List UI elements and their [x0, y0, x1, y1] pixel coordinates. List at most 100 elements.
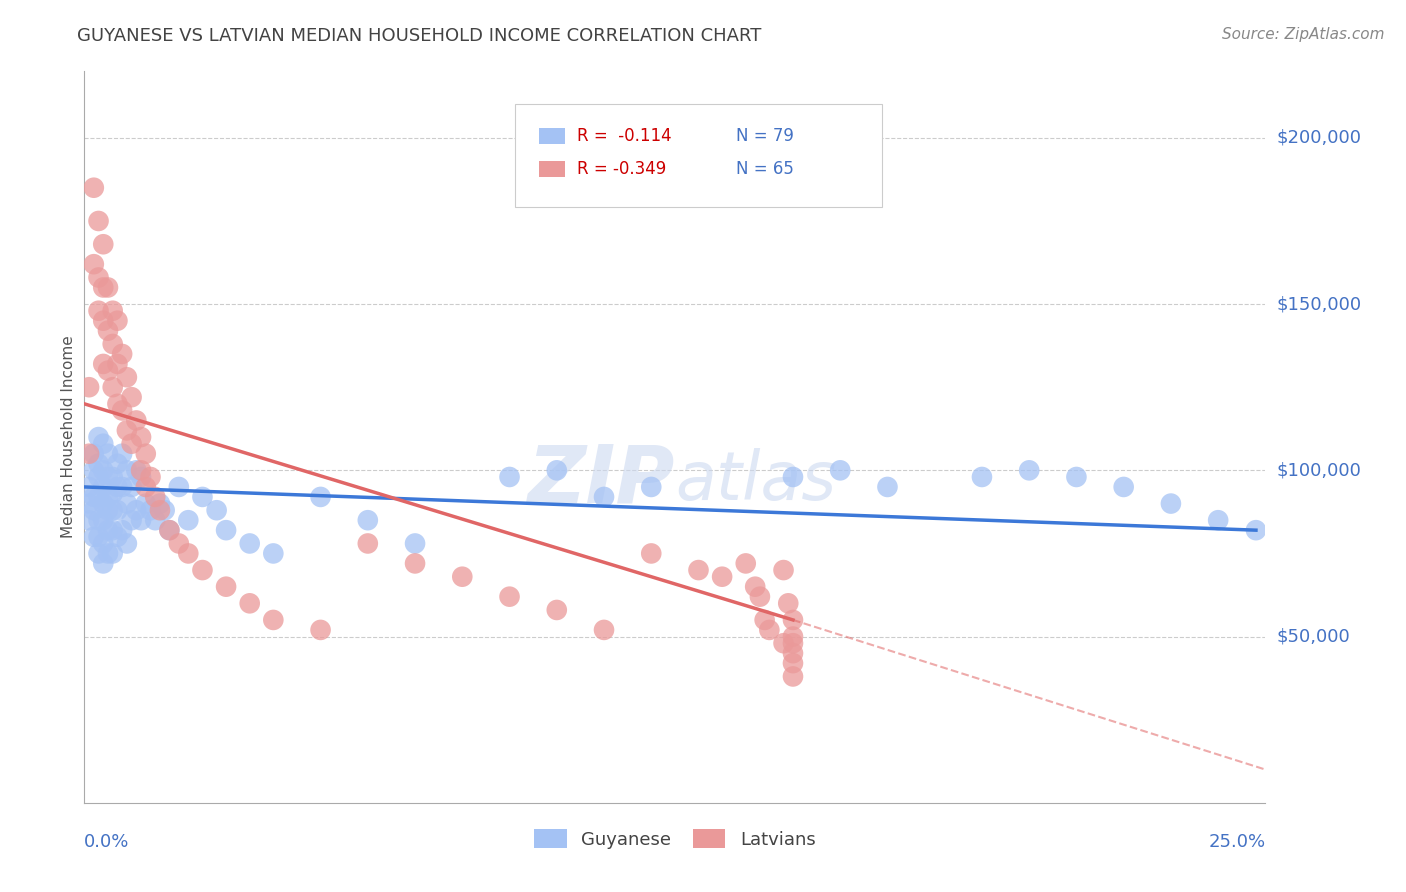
Point [167, 480, 190, 494]
Point [87, 530, 110, 544]
Point [77, 447, 100, 461]
Point [157, 523, 180, 537]
Point [782, 613, 804, 627]
Point [451, 570, 474, 584]
Point [1018, 463, 1040, 477]
Point [97, 523, 120, 537]
Point [101, 503, 124, 517]
Point [1066, 470, 1088, 484]
Point [97, 490, 120, 504]
Point [107, 503, 129, 517]
Text: R = -0.349: R = -0.349 [576, 160, 666, 178]
Point [121, 390, 143, 404]
Point [135, 480, 157, 494]
Y-axis label: Median Household Income: Median Household Income [60, 335, 76, 539]
Point [97, 470, 120, 484]
Text: $200,000: $200,000 [1277, 128, 1361, 147]
Point [782, 630, 804, 644]
Point [546, 603, 568, 617]
Point [107, 357, 129, 371]
Point [782, 636, 804, 650]
Point [107, 457, 129, 471]
Point [711, 570, 734, 584]
Point [143, 490, 166, 504]
Point [107, 314, 129, 328]
Point [83, 503, 105, 517]
Point [111, 480, 134, 494]
Text: $150,000: $150,000 [1277, 295, 1361, 313]
Point [782, 470, 804, 484]
Point [135, 447, 157, 461]
Point [91, 314, 114, 328]
Point [782, 669, 804, 683]
Point [87, 214, 110, 228]
Point [157, 523, 180, 537]
Point [97, 447, 120, 461]
Point [115, 536, 138, 550]
Point [1112, 480, 1135, 494]
Point [167, 536, 190, 550]
Point [129, 470, 152, 484]
Text: N = 79: N = 79 [737, 127, 794, 145]
Point [970, 470, 993, 484]
Point [101, 470, 124, 484]
Point [688, 563, 710, 577]
Point [91, 357, 114, 371]
Point [135, 497, 157, 511]
Point [191, 490, 214, 504]
Text: $50,000: $50,000 [1277, 628, 1350, 646]
Point [754, 613, 776, 627]
Point [357, 513, 380, 527]
Point [772, 636, 794, 650]
Point [498, 590, 520, 604]
Point [91, 463, 114, 477]
Point [87, 430, 110, 444]
Text: GUYANESE VS LATVIAN MEDIAN HOUSEHOLD INCOME CORRELATION CHART: GUYANESE VS LATVIAN MEDIAN HOUSEHOLD INC… [77, 27, 762, 45]
Point [101, 380, 124, 394]
Point [97, 503, 120, 517]
Point [139, 503, 162, 517]
Point [107, 397, 129, 411]
Text: R =  -0.114: R = -0.114 [576, 127, 672, 145]
Point [83, 447, 105, 461]
Point [91, 536, 114, 550]
Point [107, 480, 129, 494]
Point [125, 413, 148, 427]
Point [593, 623, 616, 637]
FancyBboxPatch shape [538, 128, 565, 144]
Text: 0.0%: 0.0% [84, 833, 129, 851]
Point [91, 513, 114, 527]
Point [101, 486, 124, 500]
Point [91, 436, 114, 450]
Point [149, 497, 172, 511]
Point [97, 324, 120, 338]
Point [149, 503, 172, 517]
Point [91, 497, 114, 511]
Point [191, 563, 214, 577]
Point [593, 490, 616, 504]
Point [758, 623, 780, 637]
Point [640, 546, 662, 560]
Legend: Guyanese, Latvians: Guyanese, Latvians [527, 822, 823, 856]
Text: atlas: atlas [675, 448, 837, 514]
Point [107, 530, 129, 544]
Point [782, 656, 804, 670]
Point [115, 424, 138, 438]
Point [772, 563, 794, 577]
Point [111, 447, 134, 461]
Point [83, 257, 105, 271]
Point [115, 370, 138, 384]
Point [782, 646, 804, 660]
Point [1206, 513, 1229, 527]
Point [153, 503, 176, 517]
Point [87, 546, 110, 560]
Point [101, 337, 124, 351]
Point [87, 457, 110, 471]
Point [77, 513, 100, 527]
Point [357, 536, 380, 550]
Point [121, 436, 143, 450]
Point [87, 490, 110, 504]
Point [101, 303, 124, 318]
Point [830, 463, 852, 477]
Point [121, 480, 143, 494]
